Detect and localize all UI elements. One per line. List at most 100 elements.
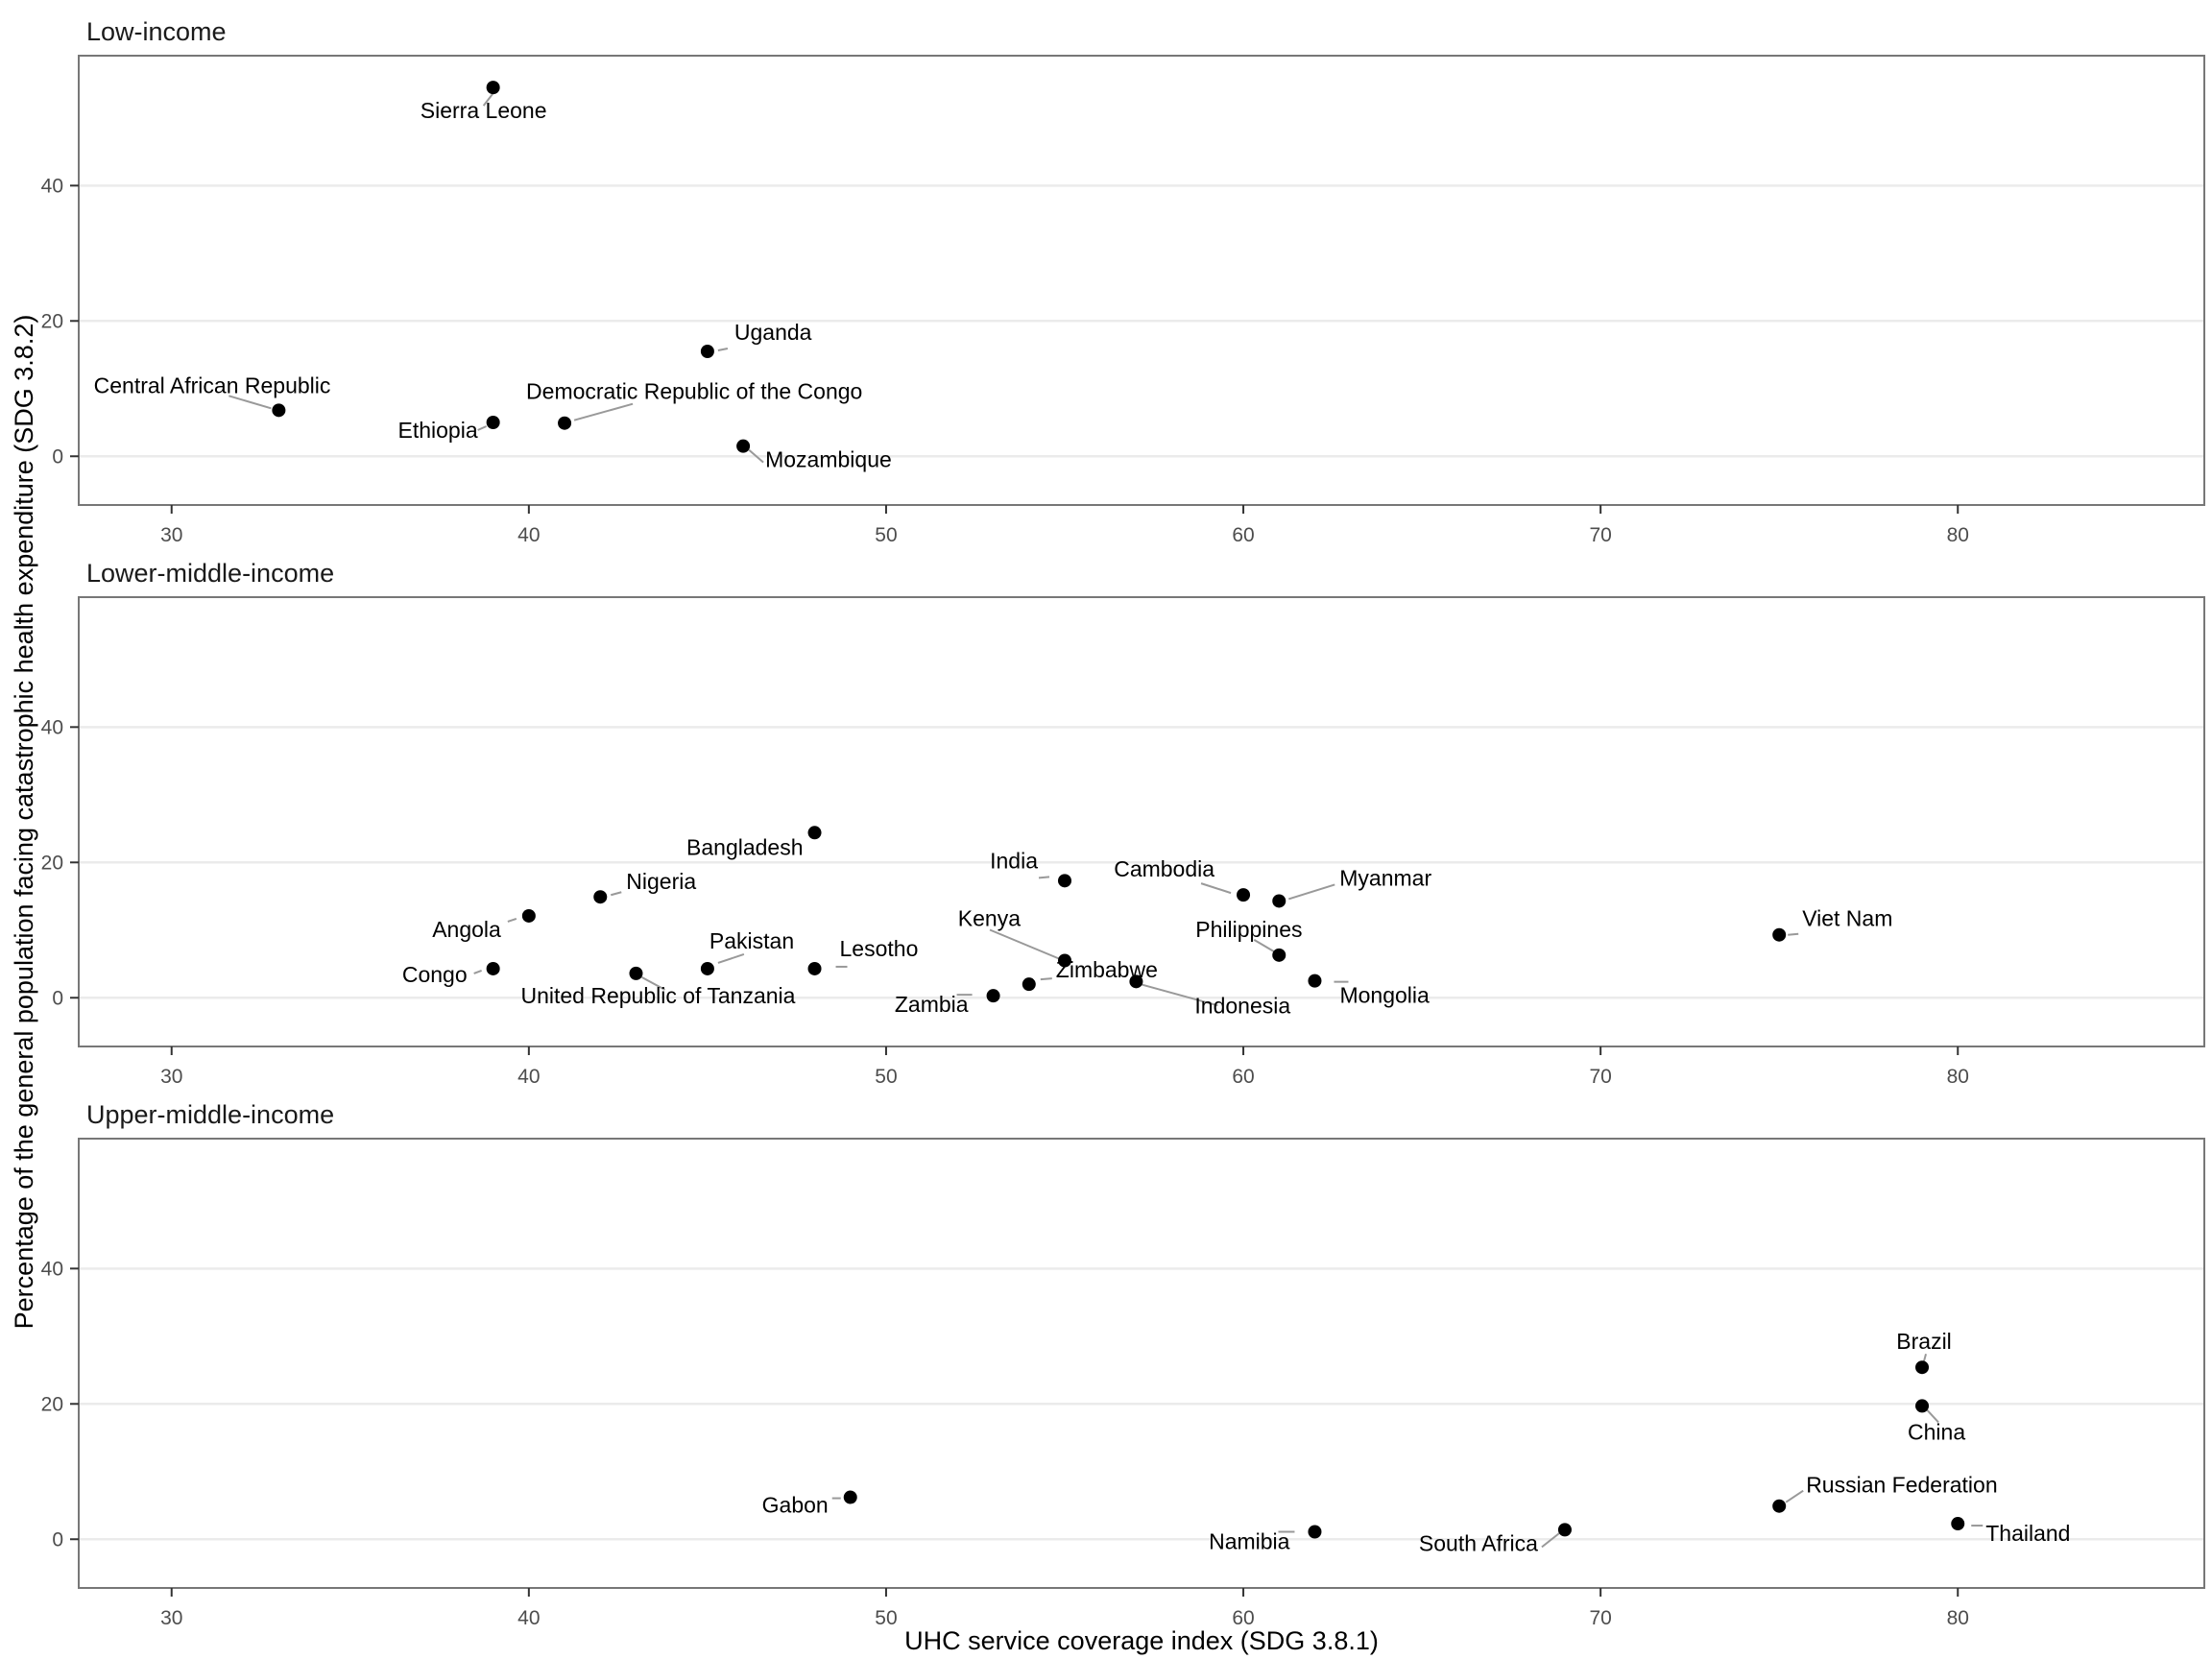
y-axis-title: Percentage of the general population fac… xyxy=(10,315,38,1330)
y-tick-label: 40 xyxy=(41,716,63,738)
data-point-angola xyxy=(521,908,536,923)
country-label-lesotho: Lesotho xyxy=(840,936,919,961)
leader-line-myanmar xyxy=(1287,883,1335,901)
y-tick-label: 40 xyxy=(41,175,63,197)
x-tick-label: 70 xyxy=(1589,1066,1611,1088)
data-point-lesotho xyxy=(807,961,822,975)
y-tick-label: 20 xyxy=(41,310,63,332)
data-point-nigeria xyxy=(593,890,608,904)
data-point-viet-nam xyxy=(1772,927,1787,942)
leader-line-philippines xyxy=(1253,938,1276,953)
data-point-mozambique xyxy=(736,439,751,453)
data-point-cambodia xyxy=(1237,888,1251,902)
country-label-gabon: Gabon xyxy=(762,1493,829,1518)
panel-title-lower-middle-income: Lower-middle-income xyxy=(86,559,334,588)
leader-line-russian-federation xyxy=(1785,1489,1804,1503)
country-label-mongolia: Mongolia xyxy=(1339,983,1430,1008)
country-label-central-african-republic: Central African Republic xyxy=(94,373,331,397)
data-point-india xyxy=(1057,874,1071,888)
x-tick-label: 80 xyxy=(1947,524,1969,546)
data-point-myanmar xyxy=(1272,894,1286,908)
country-label-namibia: Namibia xyxy=(1209,1529,1290,1554)
data-point-central-african-republic xyxy=(272,403,286,418)
x-tick-label: 40 xyxy=(517,1066,540,1088)
country-label-mozambique: Mozambique xyxy=(765,447,892,472)
leader-line-central-african-republic xyxy=(228,395,272,410)
country-label-zimbabwe: Zimbabwe xyxy=(1056,957,1158,982)
x-tick-label: 60 xyxy=(1232,524,1254,546)
panel-title-low-income: Low-income xyxy=(86,17,227,46)
data-point-indonesia xyxy=(1129,974,1143,989)
leader-line-zimbabwe xyxy=(1040,977,1052,981)
data-point-thailand xyxy=(1951,1517,1965,1531)
data-point-philippines xyxy=(1272,948,1286,962)
panel-border-low-income xyxy=(78,55,2205,506)
leader-line-cambodia xyxy=(1200,882,1232,895)
country-label-russian-federation: Russian Federation xyxy=(1806,1473,1997,1498)
country-label-sierra-leone: Sierra Leone xyxy=(421,98,547,123)
country-label-cambodia: Cambodia xyxy=(1114,856,1214,881)
country-label-congo: Congo xyxy=(402,962,468,987)
leader-line-democratic-republic-of-the-congo xyxy=(573,402,634,421)
data-point-pakistan xyxy=(700,961,714,975)
country-label-philippines: Philippines xyxy=(1195,917,1302,942)
leader-line-south-africa xyxy=(1541,1531,1561,1549)
leader-line-viet-nam xyxy=(1788,932,1799,936)
data-point-russian-federation xyxy=(1772,1499,1787,1513)
data-point-ethiopia xyxy=(486,416,500,430)
x-tick-label: 50 xyxy=(875,524,897,546)
data-point-south-africa xyxy=(1557,1523,1572,1537)
y-tick-label: 0 xyxy=(52,1528,63,1551)
x-tick-label: 60 xyxy=(1232,1066,1254,1088)
data-point-uganda xyxy=(700,345,714,359)
country-label-kenya: Kenya xyxy=(958,905,1021,930)
data-point-brazil xyxy=(1915,1360,1930,1375)
data-point-namibia xyxy=(1308,1525,1322,1539)
country-label-india: India xyxy=(990,848,1038,873)
x-tick-label: 50 xyxy=(875,1066,897,1088)
leader-line-united-republic-of-tanzania xyxy=(641,976,665,991)
data-point-mongolia xyxy=(1308,974,1322,988)
leader-line-china xyxy=(1926,1408,1939,1424)
x-tick-label: 80 xyxy=(1947,1607,1969,1629)
x-tick-label: 80 xyxy=(1947,1066,1969,1088)
leader-line-uganda xyxy=(717,348,729,351)
country-label-pakistan: Pakistan xyxy=(709,928,794,953)
country-label-myanmar: Myanmar xyxy=(1339,865,1431,890)
data-point-zambia xyxy=(986,989,1000,1003)
leader-line-india xyxy=(1038,876,1050,879)
x-axis-title: UHC service coverage index (SDG 3.8.1) xyxy=(904,1626,1379,1655)
panel-border-upper-middle-income xyxy=(78,1138,2205,1589)
country-label-angola: Angola xyxy=(432,917,501,942)
leader-line-angola xyxy=(507,918,517,923)
x-tick-label: 70 xyxy=(1589,524,1611,546)
country-label-brazil: Brazil xyxy=(1896,1329,1952,1354)
panel-title-upper-middle-income: Upper-middle-income xyxy=(86,1100,334,1129)
x-tick-label: 50 xyxy=(875,1607,897,1629)
country-label-democratic-republic-of-the-congo: Democratic Republic of the Congo xyxy=(526,379,862,404)
country-label-south-africa: South Africa xyxy=(1419,1530,1538,1555)
data-point-united-republic-of-tanzania xyxy=(629,966,643,980)
data-point-congo xyxy=(486,961,500,975)
leader-line-pakistan xyxy=(717,952,745,964)
x-tick-label: 30 xyxy=(160,1607,182,1629)
country-label-zambia: Zambia xyxy=(895,992,969,1017)
leader-line-indonesia xyxy=(1141,983,1218,1007)
data-point-china xyxy=(1915,1399,1930,1413)
x-tick-label: 30 xyxy=(160,1066,182,1088)
y-tick-label: 20 xyxy=(41,1393,63,1415)
country-label-ethiopia: Ethiopia xyxy=(398,418,478,443)
x-tick-label: 40 xyxy=(517,524,540,546)
data-point-kenya xyxy=(1057,953,1071,968)
data-point-gabon xyxy=(843,1490,857,1504)
leader-line-nigeria xyxy=(611,891,622,897)
leader-line-sierra-leone xyxy=(482,92,494,107)
plot-layer: 0 20 40 30 40 50 60 70 80 Sierra Leone Uganda Centr… xyxy=(41,55,2205,1629)
country-label-united-republic-of-tanzania: United Republic of Tanzania xyxy=(520,983,795,1008)
y-tick-label: 20 xyxy=(41,852,63,874)
leader-line-mozambique xyxy=(748,448,764,464)
y-tick-label: 0 xyxy=(52,987,63,1009)
data-point-bangladesh xyxy=(807,826,822,840)
